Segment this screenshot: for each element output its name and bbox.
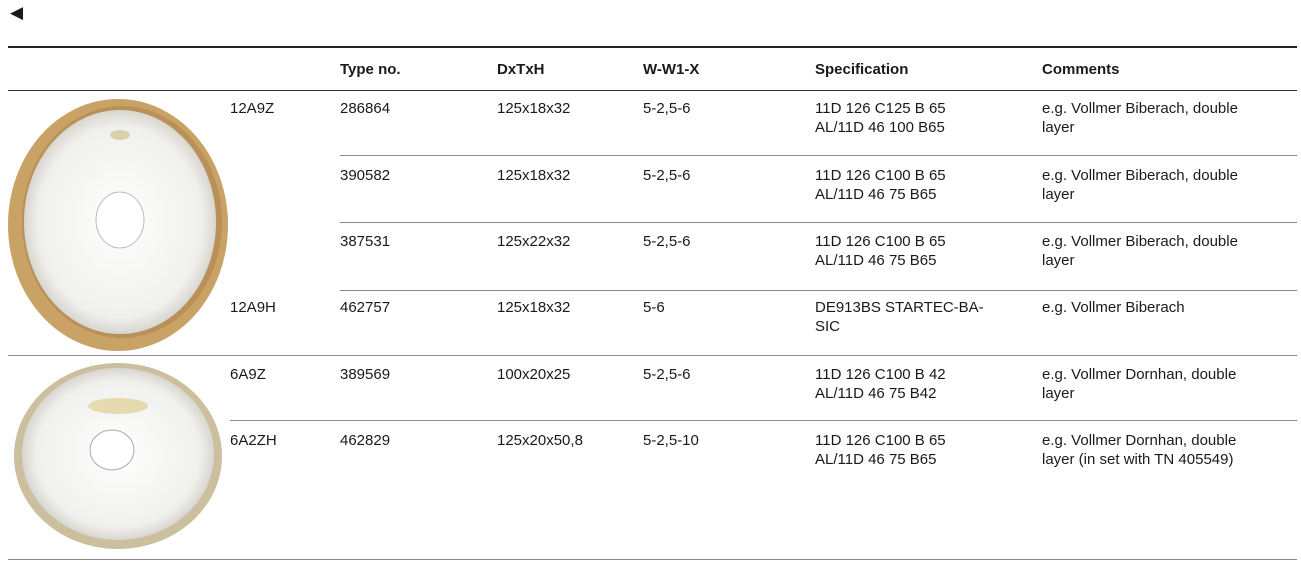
comment-line: e.g. Vollmer Biberach xyxy=(1042,299,1185,316)
specification-line: 11D 126 C100 B 65 xyxy=(815,233,946,250)
w-w1-x-cell: 5-2,5-6 xyxy=(643,366,691,383)
specification-line: 11D 126 C125 B 65 xyxy=(815,100,946,117)
row-rule xyxy=(340,290,1297,291)
comment-line: e.g. Vollmer Biberach, double xyxy=(1042,100,1238,117)
dxtxh-cell: 100x20x25 xyxy=(497,366,571,383)
comment-line: e.g. Vollmer Biberach, double xyxy=(1042,233,1238,250)
comment-line: layer (in set with TN 405549) xyxy=(1042,451,1234,468)
row-rule xyxy=(340,155,1297,156)
specification-line: AL/11D 46 75 B42 xyxy=(815,385,937,402)
column-header: Comments xyxy=(1042,61,1120,78)
top-rule xyxy=(8,46,1297,48)
type-no-cell: 389569 xyxy=(340,366,391,383)
specification-line: SIC xyxy=(815,318,841,335)
specification-line: 11D 126 C100 B 42 xyxy=(815,366,946,383)
dxtxh-cell: 125x18x32 xyxy=(497,100,571,117)
header-rule xyxy=(8,90,1297,91)
comment-line: e.g. Vollmer Dornhan, double xyxy=(1042,432,1237,449)
comment-line: layer xyxy=(1042,119,1075,136)
comment-line: layer xyxy=(1042,385,1075,402)
type-no-cell: 462829 xyxy=(340,432,391,449)
type-no-cell: 462757 xyxy=(340,299,391,316)
column-header: Specification xyxy=(815,61,909,78)
comment-line: e.g. Vollmer Biberach, double xyxy=(1042,167,1238,184)
w-w1-x-cell: 5-2,5-6 xyxy=(643,167,691,184)
w-w1-x-cell: 5-2,5-6 xyxy=(643,100,691,117)
specification-line: DE913BS STARTEC-BA- xyxy=(815,299,984,316)
dxtxh-cell: 125x22x32 xyxy=(497,233,571,250)
type-no-cell: 390582 xyxy=(340,167,391,184)
row-rule xyxy=(340,222,1297,223)
shape-cell: 6A2ZH xyxy=(230,432,277,449)
type-no-cell: 387531 xyxy=(340,233,391,250)
comment-line: e.g. Vollmer Dornhan, double xyxy=(1042,366,1237,383)
specification-line: 11D 126 C100 B 65 xyxy=(815,432,946,449)
specification-line: AL/11D 46 75 B65 xyxy=(815,252,937,269)
column-header: DxTxH xyxy=(497,61,545,78)
wheel-image xyxy=(8,99,228,351)
w-w1-x-cell: 5-2,5-10 xyxy=(643,432,699,449)
comment-line: layer xyxy=(1042,252,1075,269)
specification-line: 11D 126 C100 B 65 xyxy=(815,167,946,184)
shape-cell: 6A9Z xyxy=(230,366,266,383)
specification-line: AL/11D 46 100 B65 xyxy=(815,119,945,136)
dxtxh-cell: 125x20x50,8 xyxy=(497,432,583,449)
wheel-image xyxy=(14,363,222,549)
specification-line: AL/11D 46 75 B65 xyxy=(815,451,937,468)
w-w1-x-cell: 5-2,5-6 xyxy=(643,233,691,250)
row-rule xyxy=(230,420,1297,421)
dxtxh-cell: 125x18x32 xyxy=(497,167,571,184)
column-header: Type no. xyxy=(340,61,401,78)
row-rule xyxy=(8,355,1297,356)
type-no-cell: 286864 xyxy=(340,100,391,117)
comment-line: layer xyxy=(1042,186,1075,203)
row-rule xyxy=(8,559,1297,560)
shape-cell: 12A9Z xyxy=(230,100,275,117)
shape-cell: 12A9H xyxy=(230,299,276,316)
back-button[interactable]: ◀ xyxy=(10,3,24,22)
dxtxh-cell: 125x18x32 xyxy=(497,299,571,316)
w-w1-x-cell: 5-6 xyxy=(643,299,665,316)
column-header: W-W1-X xyxy=(643,61,700,78)
specification-line: AL/11D 46 75 B65 xyxy=(815,186,937,203)
